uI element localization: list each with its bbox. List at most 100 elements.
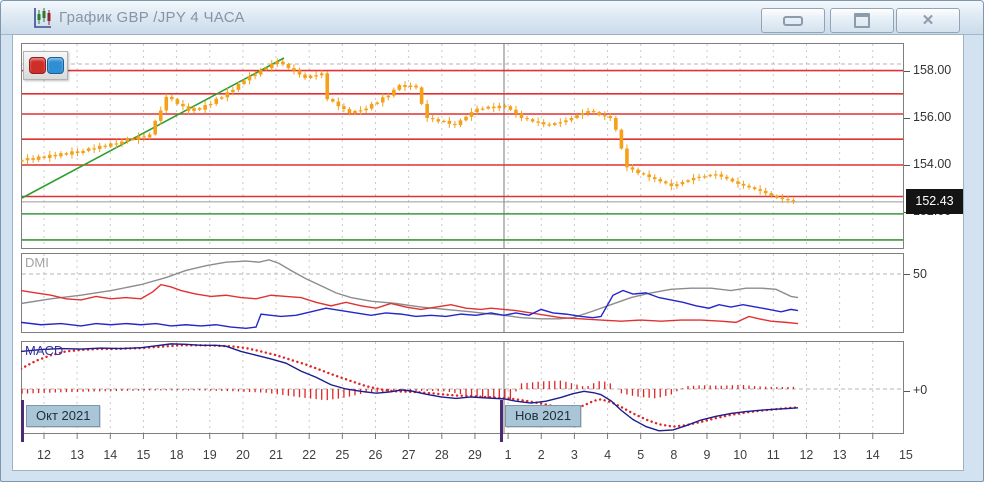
candle-body bbox=[197, 108, 202, 110]
candle-body bbox=[580, 113, 585, 116]
restore-button[interactable] bbox=[830, 8, 894, 33]
candle-body bbox=[558, 122, 563, 124]
candle-body bbox=[658, 179, 663, 182]
indicator-legend[interactable] bbox=[23, 51, 68, 80]
candle-body bbox=[447, 120, 452, 124]
candle-body bbox=[86, 148, 91, 151]
candle-body bbox=[763, 190, 768, 194]
candle-body bbox=[430, 118, 435, 120]
candle-body bbox=[286, 63, 291, 69]
x-axis-label: 5 bbox=[637, 448, 645, 462]
candle-body bbox=[619, 129, 624, 149]
close-button[interactable]: ✕ bbox=[896, 8, 960, 33]
x-axis-label: 1 bbox=[504, 448, 512, 462]
candle-body bbox=[625, 148, 629, 168]
buy-marker-icon[interactable] bbox=[47, 57, 64, 74]
candle-body bbox=[597, 112, 601, 116]
candle-body bbox=[59, 153, 63, 157]
x-axis-label: 8 bbox=[670, 448, 678, 462]
x-axis-label: 21 bbox=[269, 448, 283, 462]
candle-body bbox=[519, 113, 524, 118]
candle-body bbox=[630, 167, 635, 170]
candle-body bbox=[92, 148, 96, 150]
price-axis-label: 154.00 bbox=[913, 157, 952, 171]
candle-body bbox=[347, 109, 352, 114]
candle-body bbox=[319, 73, 324, 76]
candle-body bbox=[25, 158, 30, 161]
candle-body bbox=[786, 199, 790, 201]
title-bar[interactable]: График GBP /JPY 4 ЧАСА ✕ bbox=[1, 1, 983, 35]
dmi-series-di+ bbox=[21, 283, 799, 325]
x-axis-label: 13 bbox=[832, 448, 847, 462]
candle-body bbox=[591, 110, 596, 113]
x-axis-label: 13 bbox=[70, 448, 85, 462]
candle-body bbox=[281, 61, 285, 64]
candle-body bbox=[647, 174, 651, 178]
candle-body bbox=[170, 96, 174, 100]
candle-body bbox=[269, 63, 274, 69]
candle-body bbox=[480, 108, 485, 110]
macd-tick-mark bbox=[904, 391, 910, 392]
price-chart-panel[interactable] bbox=[21, 43, 904, 249]
candle-body bbox=[564, 120, 568, 123]
candle-body bbox=[547, 124, 552, 126]
candle-body bbox=[264, 68, 268, 70]
candle-body bbox=[214, 98, 219, 104]
candle-body bbox=[403, 85, 407, 87]
candle-body bbox=[81, 150, 85, 154]
price-tick-mark bbox=[904, 118, 910, 119]
candle-body bbox=[186, 106, 191, 111]
candle-body bbox=[386, 95, 391, 98]
x-axis-label: 26 bbox=[368, 448, 383, 462]
candle-body bbox=[713, 174, 718, 176]
panel-border bbox=[21, 43, 904, 249]
candle-body bbox=[741, 183, 746, 186]
candle-body bbox=[36, 156, 41, 160]
candle-body bbox=[153, 120, 157, 135]
dmi-series-di- bbox=[21, 289, 799, 329]
candle-body bbox=[225, 92, 230, 98]
current-price-label: 152.43 bbox=[906, 189, 963, 214]
candle-body bbox=[569, 118, 574, 121]
candle-body bbox=[791, 200, 796, 202]
candle-body bbox=[497, 105, 502, 109]
candle-body bbox=[31, 158, 35, 160]
candle-body bbox=[397, 85, 402, 90]
candle-body bbox=[175, 99, 180, 104]
candle-body bbox=[253, 74, 257, 77]
candle-body bbox=[47, 154, 52, 158]
candle-body bbox=[114, 143, 119, 145]
x-axis-label: 2 bbox=[537, 448, 545, 462]
candle-body bbox=[131, 138, 135, 141]
candle-body bbox=[292, 68, 296, 71]
candle-body bbox=[53, 154, 58, 157]
x-axis-label: 14 bbox=[865, 448, 880, 462]
candle-body bbox=[469, 112, 474, 117]
candle-body bbox=[220, 97, 224, 99]
x-axis-label: 15 bbox=[136, 448, 151, 462]
x-axis-label: 11 bbox=[766, 448, 780, 462]
macd-panel[interactable] bbox=[21, 341, 904, 441]
sell-marker-icon[interactable] bbox=[29, 57, 46, 74]
candle-body bbox=[425, 103, 429, 118]
candle-body bbox=[70, 151, 74, 155]
dmi-panel[interactable] bbox=[21, 253, 904, 333]
candle-body bbox=[575, 115, 579, 118]
x-axis-label: 12 bbox=[799, 448, 814, 462]
candlestick-chart-icon bbox=[34, 8, 51, 28]
candle-body bbox=[752, 187, 757, 190]
dmi-series-adx bbox=[21, 259, 799, 320]
candle-body bbox=[736, 181, 740, 184]
candle-body bbox=[636, 169, 640, 174]
minimize-icon bbox=[783, 15, 803, 26]
candle-body bbox=[208, 103, 213, 106]
candle-body bbox=[458, 120, 463, 126]
x-axis-label: 4 bbox=[604, 448, 612, 462]
minimize-button[interactable] bbox=[761, 8, 825, 33]
panel-border bbox=[21, 253, 904, 333]
candle-body bbox=[308, 75, 313, 79]
x-axis-label: 3 bbox=[570, 448, 578, 462]
candle-body bbox=[664, 181, 668, 184]
dmi-axis-tick: 50 bbox=[913, 267, 927, 281]
